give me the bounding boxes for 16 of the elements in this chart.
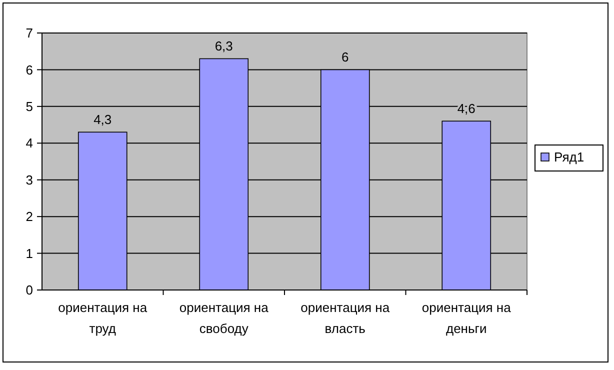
- y-tick-label: 3: [26, 172, 33, 188]
- y-tick-label: 4: [26, 136, 33, 151]
- data-label: 6,3: [214, 38, 233, 54]
- x-tick-label: ориентация на деньги: [422, 300, 512, 336]
- x-tick-label: ориентация на труд: [58, 300, 148, 336]
- y-tick-label: 2: [26, 209, 33, 224]
- y-tick-label: 6: [26, 62, 33, 78]
- y-tick-label: 7: [26, 26, 33, 41]
- y-tick-label: 5: [26, 98, 33, 114]
- data-label: 6: [342, 50, 349, 65]
- data-label: 4,3: [94, 112, 112, 128]
- y-tick-label: 0: [26, 282, 33, 298]
- x-tick-label: ориентация на свободу: [179, 300, 270, 336]
- y-tick-label: 1: [26, 246, 33, 261]
- legend-label: Ряд1: [554, 150, 584, 165]
- x-tick-label: ориентация на власть: [300, 300, 390, 336]
